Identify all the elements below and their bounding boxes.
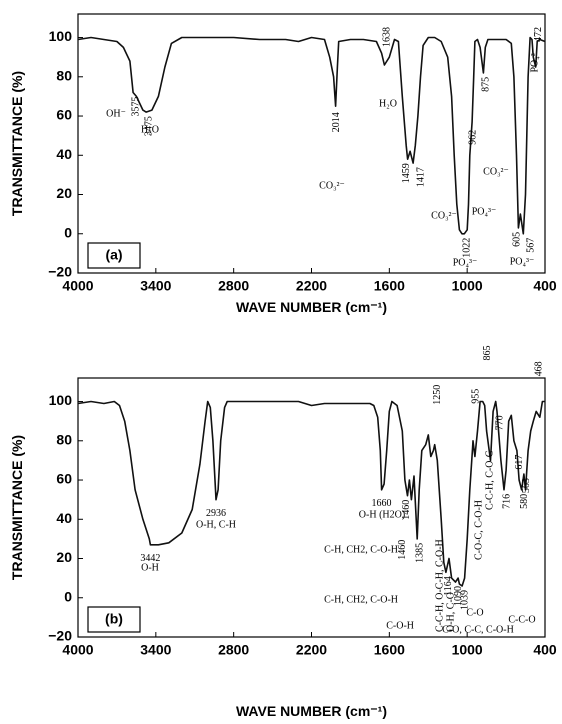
y-tick-label: 0	[64, 588, 72, 604]
x-tick-label: 4000	[62, 642, 93, 658]
peak-label: 875	[481, 77, 492, 92]
x-tick-label: 2800	[218, 642, 249, 658]
x-tick-label: 1600	[374, 642, 405, 658]
peak-label: 468	[533, 361, 544, 376]
x-tick-label: 2800	[218, 278, 249, 294]
x-tick-label: 3400	[140, 278, 171, 294]
annotation: O-H (H2O)	[359, 509, 405, 520]
y-axis-label: TRANSMITTANCE (%)	[9, 71, 25, 216]
peak-label: 716	[501, 494, 512, 509]
x-tick-label: 2200	[296, 278, 327, 294]
peak-label: 1459	[401, 163, 412, 183]
annotation: O-H	[141, 562, 159, 573]
annotation: C-H, CH2, C-O-H	[324, 544, 398, 555]
y-tick-label: −20	[48, 628, 72, 644]
peak-label: 2014	[331, 112, 342, 132]
annotation: O-H, C-O	[445, 592, 456, 632]
annotation: H₂O	[379, 98, 397, 109]
y-tick-label: 20	[56, 185, 72, 201]
x-tick-label: 400	[533, 642, 557, 658]
y-tick-label: 40	[56, 510, 72, 526]
panel: −20 0 20 40 60 80 100 4000 3400 2800 2200 1600 1000 4…	[9, 13, 557, 315]
peak-label: 1164	[443, 576, 454, 596]
x-tick-label: 1000	[452, 278, 483, 294]
peak-label: 1460	[397, 540, 408, 560]
spectrum-line	[77, 36, 546, 235]
peak-label: 563	[521, 478, 532, 493]
annotation: C-C-H, O-C-H, C-O-H	[434, 539, 445, 632]
peak-label: 1460	[401, 500, 412, 520]
peak-label: 1385	[415, 543, 426, 563]
annotation: PO₄³⁻	[529, 48, 540, 73]
y-tick-label: 80	[56, 431, 72, 447]
panel-label: (b)	[105, 611, 123, 627]
panel: −20 0 20 40 60 80 100 4000 3400 2800 2200 1600 1000 4…	[9, 345, 557, 719]
peak-label: 567	[526, 238, 537, 253]
x-tick-label: 1000	[452, 642, 483, 658]
peak-label: 865	[482, 345, 493, 360]
y-tick-label: 80	[56, 67, 72, 83]
peak-label: 770	[494, 415, 505, 430]
peak-label: 472	[533, 27, 544, 42]
peak-label: 1417	[415, 167, 426, 187]
y-tick-label: 60	[56, 107, 72, 123]
y-tick-label: −20	[48, 264, 72, 280]
peak-label: 2936	[206, 508, 226, 519]
y-axis-label: TRANSMITTANCE (%)	[9, 435, 25, 580]
peak-label: 962	[467, 130, 478, 145]
x-axis-label: WAVE NUMBER (cm⁻¹)	[236, 299, 387, 315]
x-tick-label: 3400	[140, 642, 171, 658]
peak-label: 1039	[459, 590, 470, 610]
peak-label: 3575	[130, 96, 141, 116]
peak-label: 1090	[453, 586, 464, 606]
y-tick-label: 20	[56, 549, 72, 565]
annotation: C-O, C-C, C-O-H	[442, 624, 514, 635]
annotation: CO₃²⁻	[483, 166, 509, 177]
annotation: CO₃²⁻	[319, 180, 345, 191]
x-tick-label: 4000	[62, 278, 93, 294]
annotation: C-O	[466, 607, 483, 618]
y-tick-label: 0	[64, 224, 72, 240]
annotation: C-O-C, C-O-H	[473, 500, 484, 560]
peak-label: 617	[514, 455, 525, 470]
annotation: OH⁻	[106, 108, 126, 119]
spectrum-line	[77, 400, 545, 587]
x-tick-label: 400	[533, 278, 557, 294]
y-tick-label: 100	[49, 28, 73, 44]
x-tick-label: 2200	[296, 642, 327, 658]
peak-label: 580	[519, 494, 530, 509]
annotation: O-H, C-H	[196, 519, 236, 530]
y-tick-label: 40	[56, 146, 72, 162]
peak-label: 605	[512, 232, 523, 247]
peak-label: 1250	[432, 385, 443, 405]
y-tick-label: 100	[49, 392, 73, 408]
peak-label: 3475	[143, 116, 154, 136]
x-axis-label: WAVE NUMBER (cm⁻¹)	[236, 703, 387, 719]
panel-label-box	[87, 242, 141, 269]
y-tick-label: 60	[56, 471, 72, 487]
peak-label: 955	[470, 389, 481, 404]
annotation: C-H, CH2, C-O-H	[324, 594, 398, 605]
peak-label: 1022	[462, 238, 473, 258]
annotation: PO₄³⁻	[472, 206, 497, 217]
peak-label: 3442	[140, 553, 160, 564]
annotation: PO₄³⁻	[453, 257, 478, 268]
annotation: C-O-H	[386, 620, 414, 631]
annotation: H₂O	[141, 124, 159, 135]
annotation: CO₃²⁻	[431, 210, 457, 221]
annotation: PO₄³⁻	[510, 256, 535, 267]
peak-label: 1638	[382, 27, 393, 47]
peak-label: 1660	[372, 498, 392, 509]
panel-label-box	[87, 606, 141, 633]
annotation: C-C-O	[508, 614, 535, 625]
annotation: C-C-H, C-O-C	[484, 450, 495, 510]
x-tick-label: 1600	[374, 278, 405, 294]
panel-label: (a)	[105, 247, 122, 263]
